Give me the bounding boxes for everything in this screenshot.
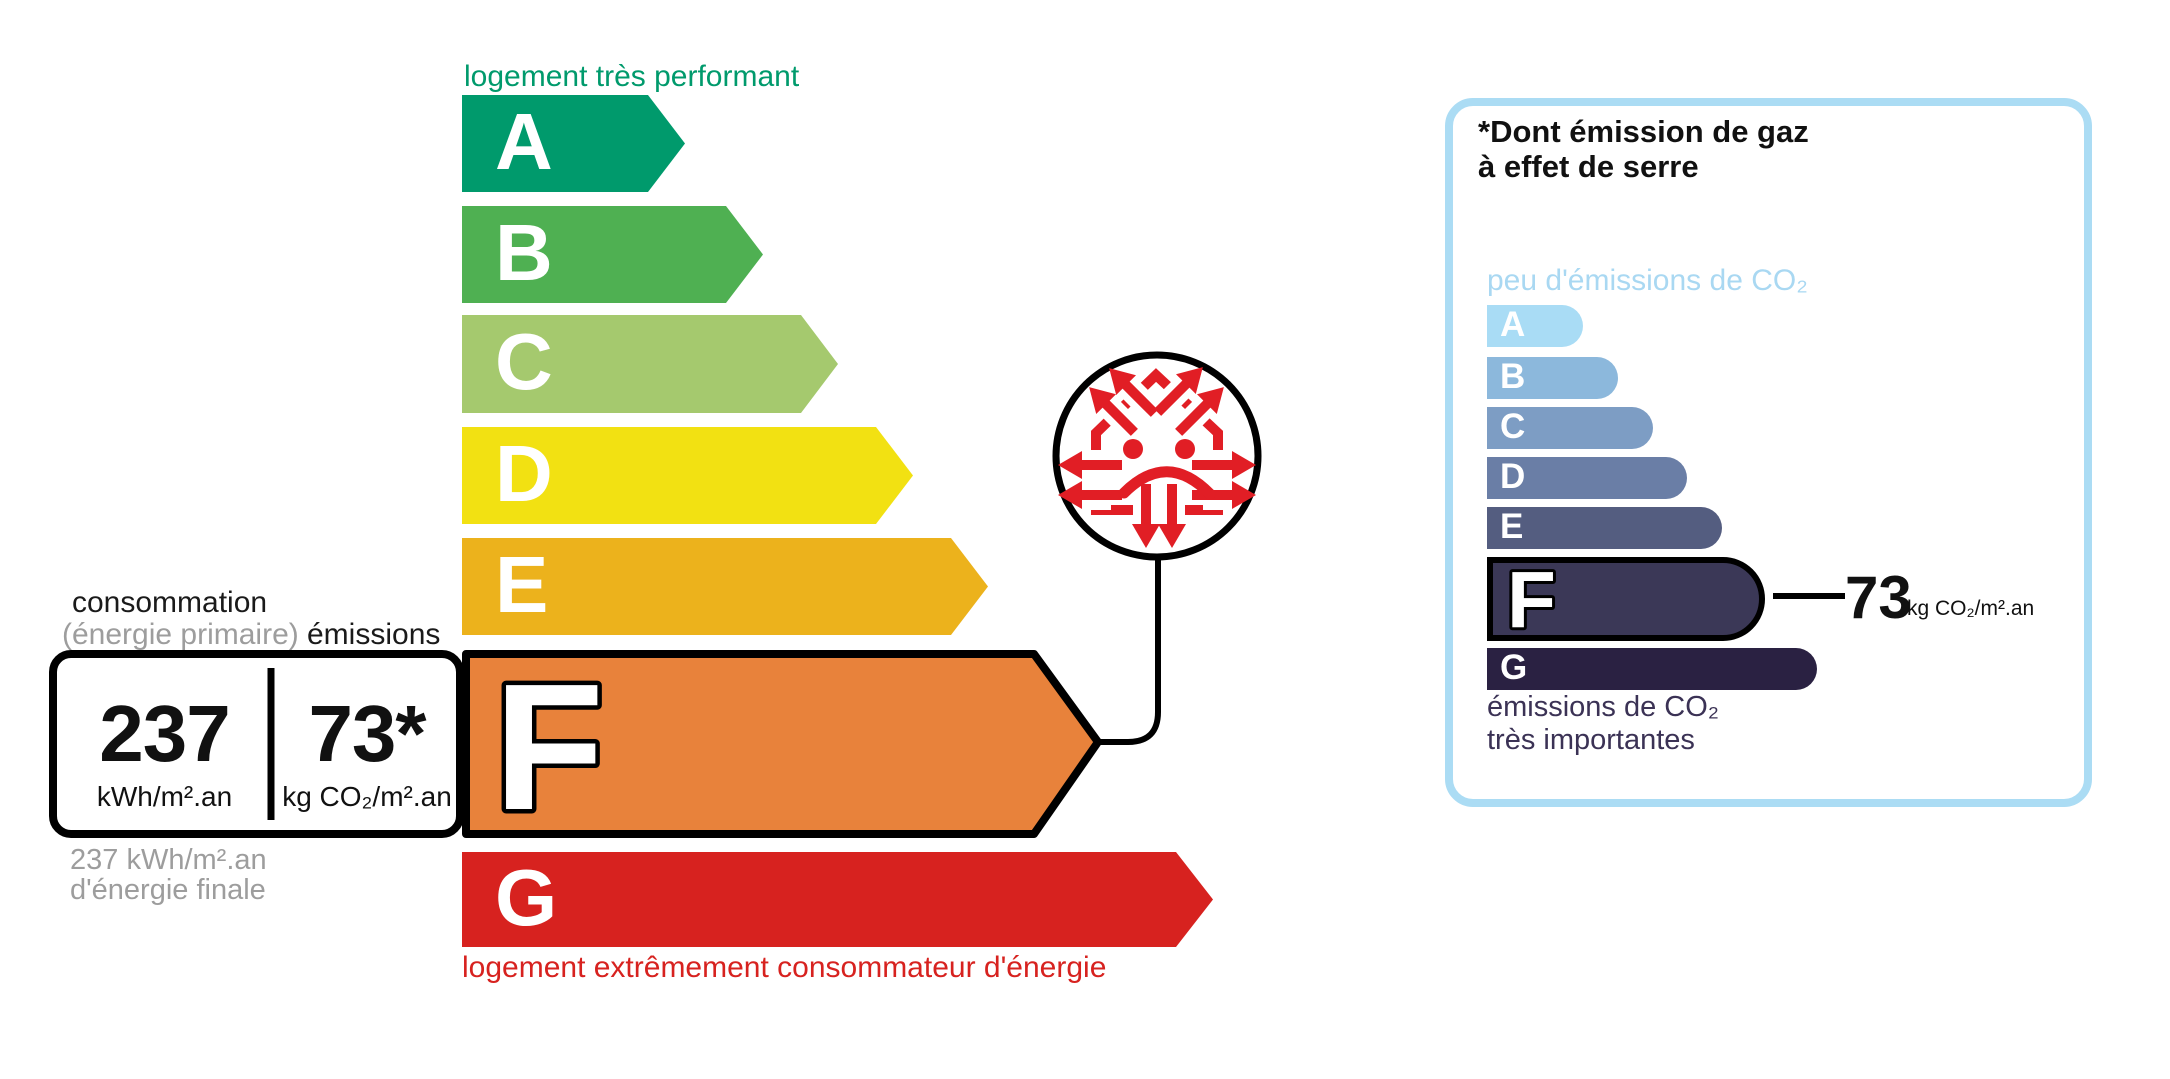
frown-mouth xyxy=(1118,466,1216,500)
co2-class-bar-b: B xyxy=(1487,357,1618,399)
co2-class-bar-c: C xyxy=(1487,407,1653,449)
emissions-unit: kg CO₂/m².an xyxy=(282,780,452,812)
final-energy-line2: d'énergie finale xyxy=(70,874,266,906)
co2-panel-title-line1: *Dont émission de gaz xyxy=(1478,114,1809,149)
energy-class-arrow-b: B xyxy=(462,206,763,303)
energy-class-letter: C xyxy=(495,317,553,406)
co2-class-bar-e: E xyxy=(1487,507,1722,549)
co2-class-letter: B xyxy=(1500,356,1526,396)
co2-value-pointer-line xyxy=(1773,593,1845,599)
co2-scale-bottom-caption: émissions de CO₂ très importantes xyxy=(1487,691,1719,757)
co2-value: 73 xyxy=(1845,564,1912,631)
co2-class-bar-g: G xyxy=(1487,648,1817,690)
primary-energy-sublabel: (énergie primaire) xyxy=(62,618,299,651)
leak-arrows xyxy=(1058,367,1256,548)
badge-connector-line xyxy=(1096,557,1161,745)
emissions-value: 73* xyxy=(308,688,426,778)
co2-scale-top-caption: peu d'émissions de CO₂ xyxy=(1487,264,1808,297)
co2-class-letter-current-svg: F xyxy=(1504,563,1559,635)
co2-class-bar-d: D xyxy=(1487,457,1687,499)
co2-emissions-panel: *Dont émission de gaz à effet de serre p… xyxy=(1445,98,2092,807)
co2-class-letter: G xyxy=(1500,647,1528,687)
sad-face xyxy=(1118,439,1216,500)
energy-class-arrow-a: A xyxy=(462,95,685,192)
energy-class-letter: B xyxy=(495,207,553,297)
energy-class-arrow-f xyxy=(462,650,1102,838)
right-eye xyxy=(1175,439,1195,459)
energy-class-arrow-e: E xyxy=(462,538,988,635)
energy-consumption-value: 237 xyxy=(99,688,230,778)
co2-value-unit: kg CO₂/m².an xyxy=(1907,597,2035,620)
emissions-label: émissions xyxy=(307,618,441,651)
energy-consumption-unit: kWh/m².an xyxy=(96,780,233,812)
co2-class-letter: E xyxy=(1500,506,1524,546)
co2-class-bar-a: A xyxy=(1487,305,1583,347)
co2-panel-title: *Dont émission de gaz à effet de serre xyxy=(1478,114,1809,184)
final-energy-note: 237 kWh/m².an d'énergie finale xyxy=(70,845,267,905)
energy-value-cell: 237 kWh/m².an xyxy=(59,650,270,838)
co2-panel-title-line2: à effet de serre xyxy=(1478,149,1699,184)
energy-class-arrow-c: C xyxy=(462,315,838,413)
energy-class-letter-current: F xyxy=(494,647,604,848)
final-energy-line1: 237 kWh/m².an xyxy=(70,844,267,876)
co2-class-letter: C xyxy=(1500,406,1526,446)
co2-bottom-line2: très importantes xyxy=(1487,724,1695,756)
scale-top-caption: logement très performant xyxy=(464,60,800,93)
co2-class-bar-f-current: F xyxy=(1487,557,1765,641)
energy-class-arrow-g: G xyxy=(462,852,1213,947)
energy-class-letter: G xyxy=(495,852,558,942)
co2-class-letter: D xyxy=(1500,456,1526,496)
consumption-label: consommation xyxy=(72,586,268,619)
badge-circle xyxy=(1052,351,1262,561)
co2-class-letter-current: F xyxy=(1507,563,1556,635)
energy-class-letter: D xyxy=(495,428,553,518)
emissions-value-cell: 73* kg CO₂/m².an xyxy=(270,650,464,838)
energy-class-letter: E xyxy=(495,539,549,629)
house-outline xyxy=(1091,368,1223,515)
energy-class-arrow-d: D xyxy=(462,427,913,524)
scale-bottom-caption: logement extrêmement consommateur d'éner… xyxy=(462,951,1107,984)
sad-house-energy-leak-icon xyxy=(1052,351,1262,561)
energy-class-letter: A xyxy=(495,96,553,186)
left-eye xyxy=(1123,439,1143,459)
co2-class-letter: A xyxy=(1500,304,1526,344)
co2-bottom-line1: émissions de CO₂ xyxy=(1487,691,1720,723)
